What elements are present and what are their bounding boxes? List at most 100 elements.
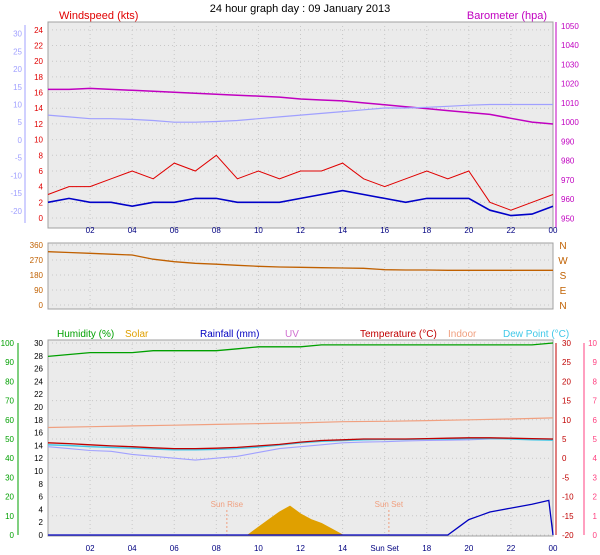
tick-label: 1030 [561,60,579,69]
humidity-line [47,342,554,358]
tick-label: 28 [34,352,43,361]
tick-label: 2 [39,518,44,527]
tick-label: E [560,286,567,297]
tick-label: 25 [562,358,571,367]
tick-label: 7 [593,397,598,406]
temp-humidity-panel: Humidity (%) Solar Rainfall (mm) UV Temperat… [1,329,598,553]
tick-label: W [558,256,568,267]
tick-label: 14 [34,104,43,113]
tick-label: 8 [39,151,44,160]
tick-label: 30 [13,30,22,39]
tick-label: -5 [562,473,570,482]
tick-label: 100 [1,339,15,348]
tick-label: 22 [506,226,515,235]
tick-label: 20 [13,65,22,74]
tick-label: 20 [464,226,473,235]
tick-label: 8 [593,377,598,386]
indoor-temp-line [47,417,554,429]
legend-label: UV [285,329,299,340]
panel2-grid [48,243,553,309]
legend-label: Dew Point (°C) [503,329,569,340]
tick-label: 15 [562,397,571,406]
tick-label: 1050 [561,22,579,31]
annotation-label: Sun Set [375,500,404,509]
tick-label: -10 [10,171,22,180]
tick-label: 14 [338,544,347,553]
tick-label: 20 [34,57,43,66]
tick-label: 14 [34,441,43,450]
tick-label: 360 [30,241,44,250]
tick-label: 90 [5,358,14,367]
barometer-line [48,87,554,125]
tick-label: Sun Set [370,544,399,553]
panel1-series [47,87,554,217]
rainfall-line [48,499,554,536]
tick-label: 270 [30,256,44,265]
tick-label: 12 [34,120,43,129]
tick-label: 04 [128,226,137,235]
wind-baro-panel: Windspeed (kts) Barometer (hpa) 24222018… [10,10,579,235]
tick-label: 12 [296,226,305,235]
tick-label: 3 [593,473,598,482]
solar-area [246,505,343,536]
dew-point-line [47,437,554,451]
tick-label: 5 [593,435,598,444]
tick-label: -20 [562,531,574,540]
tick-label: 0 [562,454,567,463]
tick-label: 6 [39,167,44,176]
tick-label: 1020 [561,80,579,89]
annotation-label: Sun Rise [211,500,244,509]
tick-label: 0 [18,136,23,145]
legend-label: Solar [125,329,149,340]
tick-label: 08 [212,544,221,553]
tick-label: 980 [561,157,575,166]
tick-label: 20 [562,377,571,386]
tick-label: 30 [34,339,43,348]
tick-label: 70 [5,397,14,406]
tick-label: 0 [39,214,44,223]
wind-average-line [47,189,554,217]
tick-label: 1010 [561,99,579,108]
tick-label: 02 [86,226,95,235]
tick-label: -10 [562,493,574,502]
panel3-grid [48,340,553,536]
tick-label: 960 [561,195,575,204]
tick-label: 04 [128,544,137,553]
tick-label: 990 [561,137,575,146]
tick-label: 10 [13,100,22,109]
tick-label: 2 [39,198,44,207]
tick-label: 30 [562,339,571,348]
tick-label: 18 [34,416,43,425]
tick-label: 1040 [561,41,579,50]
windspeed-line [47,154,554,211]
tick-label: 22 [506,544,515,553]
tick-label: 8 [39,480,44,489]
tick-label: 4 [39,505,44,514]
tick-label: 970 [561,176,575,185]
tick-label: N [559,301,566,312]
legend-label: Indoor [448,329,477,340]
tick-label: 0 [10,531,15,540]
panel2-series [47,251,553,271]
tick-label: 15 [13,83,22,92]
tick-label: 20 [34,403,43,412]
tick-label: 10 [34,467,43,476]
tick-label: 10 [562,416,571,425]
temp-axis-ticks: 30 25 20 15 10 5 0 -5 -10 -15 -20 [10,25,26,223]
tick-label: 24 [34,26,43,35]
tick-label: N [559,241,566,252]
tick-label: 20 [5,493,14,502]
wind-direction-line [47,251,553,271]
baro-axis-ticks: 1050 1040 1030 1020 1010 1000 990 980 970 960 950 [555,22,579,228]
tick-label: -15 [562,512,574,521]
tick-label: 10 [5,512,14,521]
chart-title: 24 hour graph day : 09 January 2013 [210,3,390,15]
legend-label: Rainfall (mm) [200,329,259,340]
tick-label: 2 [593,493,598,502]
